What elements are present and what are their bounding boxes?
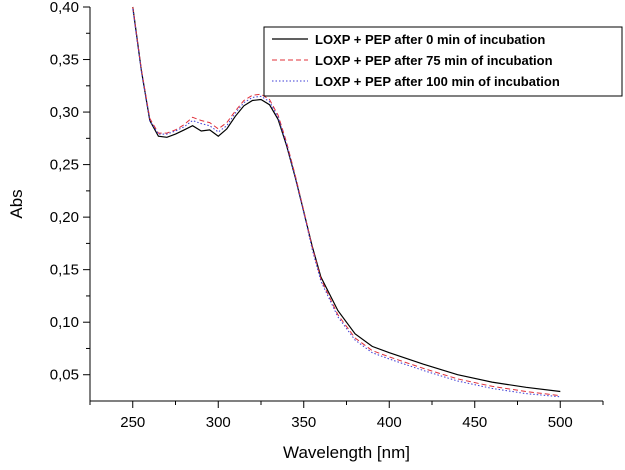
x-tick-label: 400	[377, 414, 402, 431]
y-tick-label: 0,30	[50, 104, 79, 121]
y-axis-title: Abs	[7, 189, 26, 218]
y-tick-label: 0,10	[50, 314, 79, 331]
legend-box	[263, 26, 623, 97]
series-layer	[132, 6, 561, 398]
y-tick-label: 0,05	[50, 367, 79, 384]
legend-label-0: LOXP + PEP after 0 min of incubation	[315, 32, 545, 47]
y-tick-label: 0,25	[50, 157, 79, 174]
axes-layer: 250 300 350 400 450 500 0,05 0,10 0,15 0,20 0,25 0,…	[50, 0, 604, 431]
x-axis-title: Wavelength [nm]	[283, 443, 410, 462]
x-tick-label: 250	[120, 414, 145, 431]
y-tick-label: 0,40	[50, 0, 79, 16]
x-tick-label: 300	[206, 414, 231, 431]
legend-label-1: LOXP + PEP after 75 min of incubation	[315, 53, 553, 68]
y-tick-label: 0,15	[50, 262, 79, 279]
y-tick-label: 0,20	[50, 209, 79, 226]
y-tick-label: 0,35	[50, 52, 79, 69]
x-tick-label: 500	[548, 414, 573, 431]
legend-label-2: LOXP + PEP after 100 min of incubation	[315, 74, 560, 89]
x-tick-label: 350	[291, 414, 316, 431]
series-line-0	[132, 6, 561, 393]
series-line-2	[132, 9, 561, 398]
x-tick-label: 450	[462, 414, 487, 431]
legend: LOXP + PEP after 0 min of incubation LOXP…	[263, 26, 623, 97]
series-line-1	[132, 6, 561, 397]
